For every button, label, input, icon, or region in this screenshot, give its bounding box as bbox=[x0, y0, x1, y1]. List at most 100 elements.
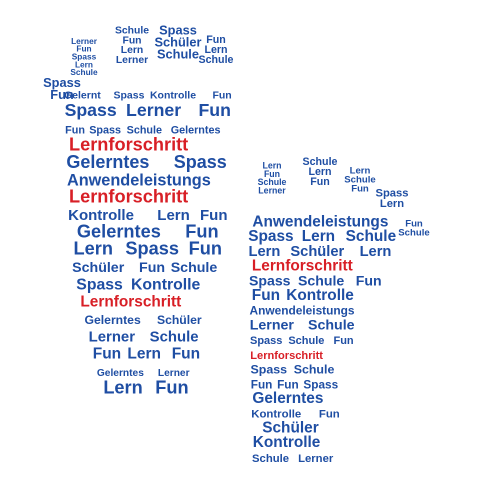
right-footprint: LernFunSchuleLernerSchuleLernFunLernSchu… bbox=[248, 156, 429, 465]
word-row: Gelernt Spass Kontrolle Fun bbox=[64, 90, 232, 102]
highlight-word-lernforschritt: Lernforschritt bbox=[80, 294, 181, 311]
word-spass: Spass bbox=[65, 100, 117, 120]
word-lern: Lern bbox=[103, 377, 142, 397]
word-row: Lernforschritt bbox=[250, 350, 323, 362]
word-kontrolle: Kontrolle bbox=[68, 207, 134, 224]
toe-word-spass: Spass bbox=[72, 52, 97, 62]
word-schule: Schule bbox=[298, 272, 344, 288]
word-lerner: Lerner bbox=[298, 453, 334, 465]
toe-word-fun: Fun bbox=[122, 35, 141, 46]
word-spass: Spass bbox=[125, 239, 179, 259]
word-row: Gelerntes Lerner bbox=[97, 368, 190, 379]
word-fun: Fun bbox=[356, 272, 382, 288]
toe-word-lern: Lern bbox=[204, 44, 227, 56]
toe-word-fun: Fun bbox=[310, 176, 330, 188]
word-schule: Schule bbox=[294, 363, 335, 377]
toe-word-fun: Fun bbox=[351, 183, 369, 194]
word-schueler: Schüler bbox=[290, 244, 344, 260]
toe-word-fun: Fun bbox=[206, 34, 226, 46]
word-row: Anwendeleistungs bbox=[67, 171, 211, 189]
word-lern: Lern bbox=[249, 244, 281, 260]
word-fun: Fun bbox=[198, 100, 230, 120]
word-spass: Spass bbox=[174, 152, 227, 172]
word-fun: Fun bbox=[189, 239, 222, 259]
toe-word-fun: Fun bbox=[264, 169, 280, 179]
word-schule: Schule bbox=[171, 260, 218, 276]
toe-word-lern: Lern bbox=[75, 59, 93, 69]
toe-word-schule: Schule bbox=[344, 174, 375, 185]
toe-word-lern: Lern bbox=[350, 165, 371, 176]
word-row: Spass Schule Fun bbox=[249, 272, 382, 288]
word-gelerntes: Gelerntes bbox=[77, 221, 161, 241]
word-anwendeleistungs: Anwendeleistungs bbox=[250, 304, 355, 318]
word-spass: Spass bbox=[248, 228, 293, 245]
word-row: Gelerntes Fun bbox=[77, 221, 219, 241]
word-fun: Fun bbox=[93, 346, 121, 363]
word-row: Lernforschritt bbox=[69, 187, 188, 207]
word-row: Schüler Fun Schule bbox=[72, 260, 217, 276]
toe-word-lerner: Lerner bbox=[116, 55, 148, 66]
word-schule: Schule bbox=[127, 124, 162, 136]
toe-word-schule: Schule bbox=[115, 26, 149, 37]
word-anwendeleistungs: Anwendeleistungs bbox=[67, 171, 211, 189]
word-gelerntes: Gelerntes bbox=[85, 313, 141, 327]
toe-word-lern: Lern bbox=[380, 198, 404, 210]
word-spass: Spass bbox=[89, 124, 121, 136]
toe-word-spass: Spass bbox=[376, 188, 409, 200]
word-fun: Fun bbox=[155, 377, 188, 397]
word-row: Schule Lerner bbox=[252, 453, 334, 465]
word-gelerntes: Gelerntes bbox=[97, 368, 144, 379]
word-lerner: Lerner bbox=[158, 368, 190, 379]
word-row: Lern Schüler Lern bbox=[249, 244, 392, 260]
word-row: Lernforschritt bbox=[69, 135, 188, 155]
toe-word-fun: Fun bbox=[405, 219, 423, 230]
word-spass: Spass bbox=[76, 276, 123, 293]
word-row: Gelerntes Spass bbox=[66, 152, 226, 172]
word-schule: Schule bbox=[288, 335, 324, 347]
highlight-word-lernforschritt: Lernforschritt bbox=[250, 350, 323, 362]
toe-word-schule: Schule bbox=[398, 228, 429, 239]
word-kontrolle: Kontrolle bbox=[150, 90, 196, 102]
word-schueler: Schüler bbox=[72, 260, 125, 276]
word-row: Lerner Schule bbox=[89, 329, 199, 345]
word-row: Lern Fun bbox=[103, 377, 188, 397]
word-lern: Lern bbox=[74, 239, 113, 259]
word-row: Lernforschritt bbox=[80, 294, 181, 311]
word-schule: Schule bbox=[252, 453, 289, 465]
word-schule: Schule bbox=[150, 329, 199, 345]
word-lern: Lern bbox=[127, 346, 161, 363]
word-kontrolle: Kontrolle bbox=[131, 276, 201, 293]
toe-word-schule: Schule bbox=[303, 156, 338, 168]
word-row: Kontrolle bbox=[253, 434, 321, 451]
word-gelerntes: Gelerntes bbox=[66, 152, 149, 172]
word-row: Kontrolle Fun bbox=[251, 409, 340, 421]
word-row: Anwendeleistungs bbox=[252, 214, 388, 231]
toe-word-lern: Lern bbox=[308, 166, 331, 178]
word-lerner: Lerner bbox=[126, 100, 181, 120]
word-row: Spass Schule Fun bbox=[250, 335, 354, 347]
word-spass: Spass bbox=[113, 90, 144, 102]
word-row: Lernforschritt bbox=[252, 258, 353, 275]
word-fun: Fun bbox=[185, 221, 218, 241]
word-anwendeleistungs: Anwendeleistungs bbox=[252, 214, 388, 231]
word-kontrolle: Kontrolle bbox=[286, 287, 354, 304]
word-lern: Lern bbox=[157, 207, 190, 224]
toe-word-lern: Lern bbox=[262, 161, 281, 171]
word-row: Spass Lern Schule bbox=[248, 228, 396, 245]
word-row: Fun Spass Schule Gelerntes bbox=[65, 124, 220, 136]
toe-word-lerner: Lerner bbox=[258, 185, 286, 195]
toe-word-schule: Schule bbox=[157, 46, 199, 61]
word-row: Gelerntes bbox=[252, 390, 323, 407]
word-row: Spass Lerner Fun bbox=[65, 100, 231, 120]
word-row: Spass Kontrolle bbox=[76, 276, 200, 293]
